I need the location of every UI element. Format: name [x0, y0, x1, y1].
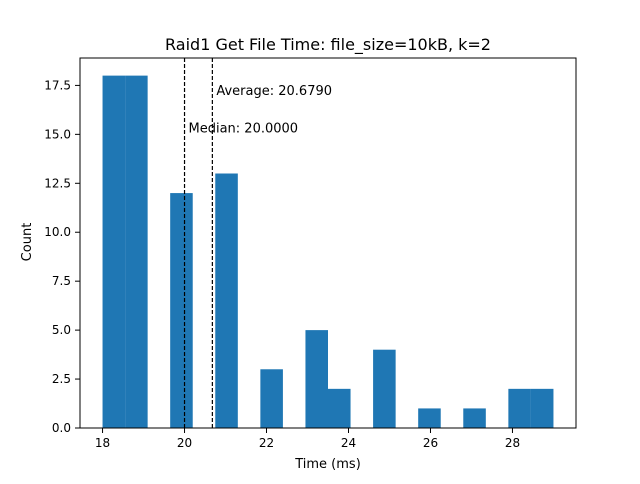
histogram-bar-9: [463, 408, 486, 428]
histogram-bar-4: [260, 369, 283, 428]
x-axis: 18 20 22 24 26 28: [95, 428, 520, 450]
y-tick-label-0: 0.0: [52, 421, 71, 435]
histogram-bar-6: [328, 388, 351, 428]
x-tick-label-3: 24: [341, 436, 356, 450]
chart-title: Raid1 Get File Time: file_size=10kB, k=2: [165, 35, 491, 55]
y-tick-label-3: 7.5: [52, 274, 71, 288]
y-tick-label-6: 15.0: [44, 127, 71, 141]
histogram-bar-11: [530, 388, 554, 428]
x-tick-label-2: 22: [259, 436, 274, 450]
x-tick-label-5: 28: [505, 436, 520, 450]
x-tick-label-4: 26: [423, 436, 438, 450]
reference-line-label-0: Median: 20.0000: [189, 121, 299, 136]
histogram-bar-2: [170, 193, 193, 428]
x-tick-label-0: 18: [95, 436, 110, 450]
y-tick-label-2: 5.0: [52, 323, 71, 337]
plot-area-frame: [79, 57, 577, 429]
histogram-bar-3: [215, 173, 238, 428]
histogram-bar-5: [305, 330, 328, 428]
reference-lines-group: Median: 20.0000 Average: 20.6790: [183, 58, 332, 428]
histogram-bar-8: [418, 408, 441, 428]
y-tick-label-4: 10.0: [44, 225, 71, 239]
histogram-bar-1: [125, 75, 148, 428]
histogram-bar-7: [373, 349, 396, 428]
bars-group: [102, 75, 554, 428]
histogram-bar-0: [102, 75, 126, 428]
histogram-bar-10: [508, 388, 531, 428]
x-axis-label: Time (ms): [294, 457, 361, 472]
y-tick-label-1: 2.5: [52, 372, 71, 386]
y-tick-label-7: 17.5: [44, 78, 71, 92]
y-tick-label-5: 12.5: [44, 176, 71, 190]
reference-line-label-1: Average: 20.6790: [216, 84, 332, 99]
x-tick-label-1: 20: [177, 436, 192, 450]
y-axis-label: Count: [20, 223, 35, 262]
y-axis: 0.0 2.5 5.0 7.5 10.0 12.5 15.0 17.5: [44, 78, 80, 435]
